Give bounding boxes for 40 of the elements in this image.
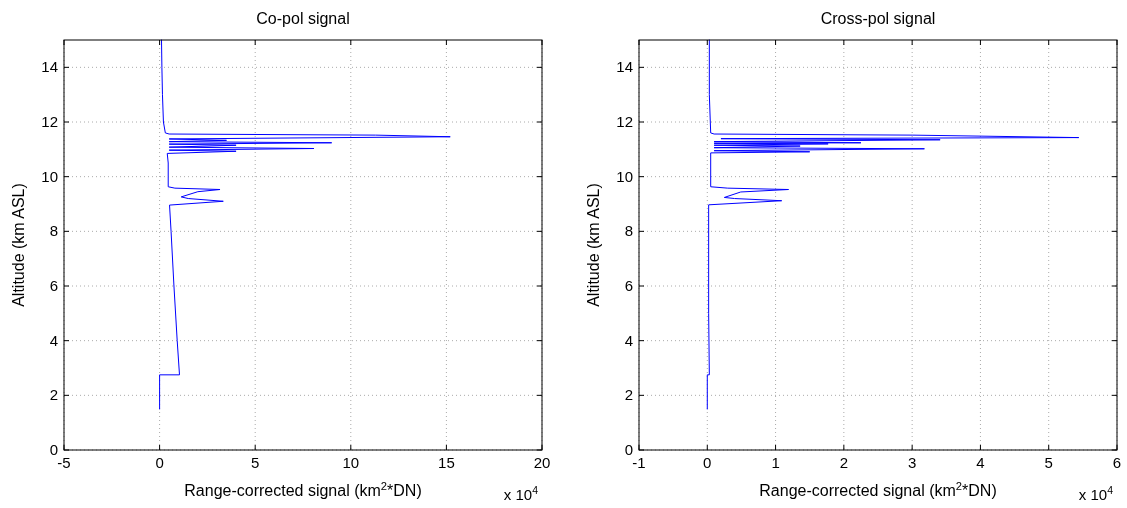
- y-tick-label: 14: [616, 58, 633, 76]
- x-tick-label: 2: [839, 454, 849, 471]
- x-tick-label: 20: [533, 454, 551, 471]
- x-tick-label: 15: [438, 454, 455, 471]
- chart-title: Cross-pol signal: [820, 10, 936, 27]
- y-tick-label: 0: [624, 441, 633, 458]
- x-tick-label: -1: [632, 454, 646, 471]
- y-tick-label: 4: [49, 331, 58, 349]
- y-tick-label: 10: [616, 167, 633, 185]
- x-tick-label: 6: [1112, 454, 1122, 471]
- y-axis-title: Altitude (km ASL): [585, 183, 602, 307]
- y-tick-label: 14: [41, 58, 58, 76]
- x-tick-label: 0: [155, 454, 164, 471]
- x-tick-label: 5: [1044, 454, 1053, 471]
- text: x 10$^{4}$: [503, 484, 539, 503]
- y-tick-label: 2: [624, 386, 633, 404]
- y-tick-label: 8: [49, 222, 58, 240]
- x-tick-label: 5: [251, 454, 260, 471]
- x-tick-label: 1: [771, 454, 780, 471]
- y-tick-label: 0: [49, 441, 58, 458]
- y-tick-label: 6: [49, 277, 58, 294]
- y-tick-label: 10: [41, 167, 58, 185]
- y-tick-label: 12: [616, 113, 633, 130]
- x-tick-label: 3: [907, 454, 917, 471]
- y-tick-label: 8: [624, 222, 633, 240]
- text: x 10$^{4}$: [1078, 484, 1114, 503]
- line-series: [706, 39, 1080, 410]
- line-series: [159, 39, 451, 410]
- x-axis-title: Range-corrected signal (km$^{2}$*DN): [184, 480, 422, 499]
- y-tick-label: 12: [41, 113, 58, 130]
- x-tick-label: 0: [703, 454, 712, 471]
- y-axis-title: Altitude (km ASL): [10, 183, 27, 307]
- y-tick-label: 2: [49, 386, 58, 404]
- y-tick-label: 6: [624, 277, 633, 294]
- x-tick-label: 10: [342, 454, 360, 471]
- chart-title: Co-pol signal: [256, 10, 350, 27]
- x-axis-title: Range-corrected signal (km$^{2}$*DN): [759, 480, 997, 499]
- y-tick-label: 4: [624, 331, 633, 349]
- x-tick-label: 4: [976, 454, 985, 471]
- x-tick-label: -5: [57, 454, 71, 471]
